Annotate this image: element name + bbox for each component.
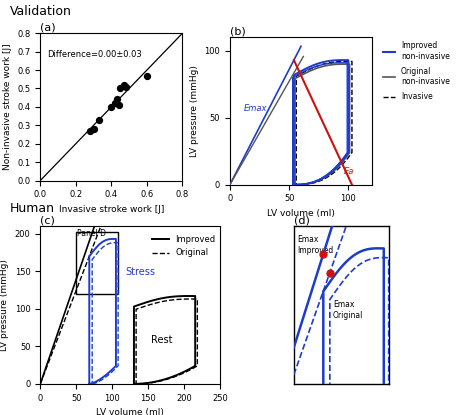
Text: Stress: Stress (125, 267, 155, 277)
Point (113, 96, 120, 103)
Point (86, 127, 94, 134)
X-axis label: LV volume (ml): LV volume (ml) (96, 408, 164, 415)
Point (117, 85, 124, 92)
Point (111, 100, 118, 107)
Text: Human: Human (9, 202, 55, 215)
Text: Panel D: Panel D (77, 229, 106, 238)
Y-axis label: LV pressure (mmHg): LV pressure (mmHg) (0, 259, 9, 351)
Text: (a): (a) (40, 22, 56, 32)
Point (120, 81, 128, 88)
Text: Emax
Original: Emax Original (333, 300, 364, 320)
X-axis label: Invasive stroke work [J]: Invasive stroke work [J] (59, 205, 164, 214)
Legend: Improved, Original: Improved, Original (149, 232, 219, 261)
Legend: Improved
non-invasive, Original
non-invasive, Invasive: Improved non-invasive, Original non-inva… (380, 38, 453, 104)
Y-axis label: Non-invasive stroke work [J]: Non-invasive stroke work [J] (3, 44, 12, 170)
Bar (76, 232, 118, 294)
Text: Emax: Emax (244, 104, 268, 113)
Text: (d): (d) (294, 215, 310, 225)
Point (90, 126, 98, 132)
Point (108, 103, 115, 110)
Text: (c): (c) (40, 215, 55, 225)
Point (122, 83, 129, 90)
Text: Emax
Improved: Emax Improved (297, 235, 333, 255)
Text: Rest: Rest (151, 334, 172, 344)
Text: Difference=0.00±0.03: Difference=0.00±0.03 (47, 50, 142, 59)
Text: Ea: Ea (344, 167, 354, 176)
X-axis label: LV volume (ml): LV volume (ml) (267, 209, 335, 218)
Y-axis label: LV pressure (mmHg): LV pressure (mmHg) (190, 65, 199, 157)
Text: (b): (b) (230, 27, 246, 37)
Point (95, 117, 103, 123)
Point (143, 72, 151, 79)
Text: Validation: Validation (9, 5, 72, 17)
Point (115, 102, 122, 108)
